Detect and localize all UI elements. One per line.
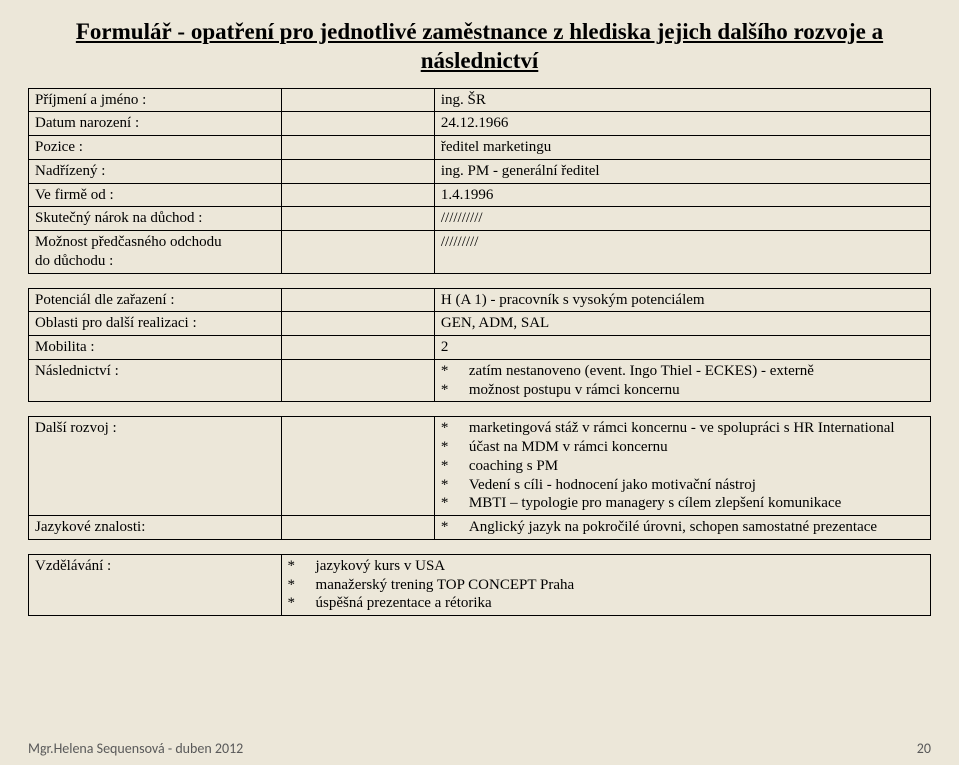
row-mid xyxy=(281,312,434,336)
row-label: Skutečný nárok na důchod : xyxy=(29,207,282,231)
row-label: Možnost předčasného odchodudo důchodu : xyxy=(29,231,282,274)
row-mid xyxy=(281,359,434,402)
title-line-2: následnictví xyxy=(421,48,539,73)
row-value: ředitel marketingu xyxy=(434,136,930,160)
row-label: Ve firmě od : xyxy=(29,183,282,207)
row-value: *jazykový kurs v USA*manažerský trening … xyxy=(281,554,930,615)
row-mid xyxy=(281,288,434,312)
footer-author: Mgr.Helena Sequensová - duben 2012 xyxy=(28,740,480,757)
education-table: Vzdělávání :*jazykový kurs v USA*manažer… xyxy=(28,554,931,616)
title-line-1: Formulář - opatření pro jednotlivé zaměs… xyxy=(76,19,883,44)
row-label: Mobilita : xyxy=(29,336,282,360)
row-mid xyxy=(281,231,434,274)
row-value: GEN, ADM, SAL xyxy=(434,312,930,336)
row-label: Jazykové znalosti: xyxy=(29,516,282,540)
row-value: H (A 1) - pracovník s vysokým potenciále… xyxy=(434,288,930,312)
page-title: Formulář - opatření pro jednotlivé zaměs… xyxy=(28,18,931,76)
row-mid xyxy=(281,207,434,231)
personal-info-table: Příjmení a jméno : ing. ŠR Datum narození … xyxy=(28,88,931,274)
row-mid xyxy=(281,112,434,136)
row-mid xyxy=(281,336,434,360)
row-value: 24.12.1966 xyxy=(434,112,930,136)
row-value: 2 xyxy=(434,336,930,360)
row-value: ing. ŠR xyxy=(434,88,930,112)
row-label: Příjmení a jméno : xyxy=(29,88,282,112)
row-value: ///////// xyxy=(434,231,930,274)
row-label: Vzdělávání : xyxy=(29,554,282,615)
row-value: *marketingová stáž v rámci koncernu - ve… xyxy=(434,417,930,516)
row-mid xyxy=(281,136,434,160)
row-label: Oblasti pro další realizaci : xyxy=(29,312,282,336)
row-mid xyxy=(281,88,434,112)
row-label: Datum narození : xyxy=(29,112,282,136)
row-value: 1.4.1996 xyxy=(434,183,930,207)
potential-table: Potenciál dle zařazení : H (A 1) - pracov… xyxy=(28,288,931,403)
row-label: Pozice : xyxy=(29,136,282,160)
row-value: *zatím nestanoveno (event. Ingo Thiel - … xyxy=(434,359,930,402)
row-value: ing. PM - generální ředitel xyxy=(434,159,930,183)
row-value: *Anglický jazyk na pokročilé úrovni, sch… xyxy=(434,516,930,540)
development-table: Další rozvoj : *marketingová stáž v rámci… xyxy=(28,416,931,540)
row-value: ////////// xyxy=(434,207,930,231)
row-label: Následnictví : xyxy=(29,359,282,402)
row-label: Potenciál dle zařazení : xyxy=(29,288,282,312)
row-mid xyxy=(281,183,434,207)
row-mid xyxy=(281,417,434,516)
row-mid xyxy=(281,516,434,540)
footer: Mgr.Helena Sequensová - duben 2012 20 xyxy=(28,740,931,757)
row-label: Další rozvoj : xyxy=(29,417,282,516)
footer-page: 20 xyxy=(917,740,931,757)
row-mid xyxy=(281,159,434,183)
row-label: Nadřízený : xyxy=(29,159,282,183)
